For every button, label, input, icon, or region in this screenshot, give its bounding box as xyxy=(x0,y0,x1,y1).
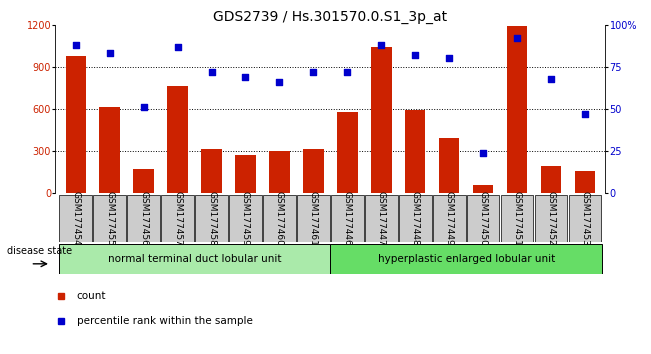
Bar xyxy=(133,169,154,193)
Bar xyxy=(433,195,465,242)
Bar xyxy=(195,195,228,242)
Bar xyxy=(501,195,533,242)
Text: GSM177454: GSM177454 xyxy=(71,191,80,246)
Text: GSM177455: GSM177455 xyxy=(105,191,114,246)
Point xyxy=(444,56,454,61)
Text: GSM177456: GSM177456 xyxy=(139,191,148,246)
Bar xyxy=(569,195,602,242)
Point xyxy=(240,74,251,80)
Text: GSM177460: GSM177460 xyxy=(275,191,284,246)
Bar xyxy=(100,108,120,193)
Bar xyxy=(167,86,187,193)
Text: GSM177458: GSM177458 xyxy=(207,191,216,246)
Bar xyxy=(473,184,493,193)
Bar xyxy=(330,244,602,274)
Bar xyxy=(365,195,398,242)
Bar xyxy=(270,151,290,193)
Bar xyxy=(59,195,92,242)
Point xyxy=(70,42,81,48)
Point xyxy=(342,69,353,75)
Bar xyxy=(235,155,256,193)
Point xyxy=(173,44,183,50)
Point xyxy=(512,35,522,41)
Bar xyxy=(128,195,160,242)
Text: GSM177461: GSM177461 xyxy=(309,191,318,246)
Bar xyxy=(439,138,460,193)
Title: GDS2739 / Hs.301570.0.S1_3p_at: GDS2739 / Hs.301570.0.S1_3p_at xyxy=(214,10,447,24)
Text: GSM177448: GSM177448 xyxy=(411,191,420,246)
Text: GSM177450: GSM177450 xyxy=(478,191,488,246)
Text: GSM177459: GSM177459 xyxy=(241,191,250,246)
Point xyxy=(308,69,318,75)
Point xyxy=(104,51,115,56)
Point xyxy=(274,79,284,85)
Point xyxy=(410,52,421,58)
Bar xyxy=(161,195,194,242)
Bar xyxy=(59,244,330,274)
Bar xyxy=(229,195,262,242)
Point xyxy=(546,76,557,81)
Bar xyxy=(263,195,296,242)
Text: GSM177457: GSM177457 xyxy=(173,191,182,246)
Text: GSM177451: GSM177451 xyxy=(512,191,521,246)
Bar xyxy=(371,47,391,193)
Text: GSM177446: GSM177446 xyxy=(343,191,352,246)
Text: normal terminal duct lobular unit: normal terminal duct lobular unit xyxy=(108,254,281,264)
Bar xyxy=(467,195,499,242)
Bar xyxy=(66,56,86,193)
Point xyxy=(206,69,217,75)
Bar xyxy=(405,110,426,193)
Bar xyxy=(201,149,222,193)
Bar xyxy=(535,195,568,242)
Bar xyxy=(399,195,432,242)
Point xyxy=(139,104,149,110)
Text: GSM177447: GSM177447 xyxy=(377,191,386,246)
Text: percentile rank within the sample: percentile rank within the sample xyxy=(77,316,253,326)
Text: disease state: disease state xyxy=(7,246,72,256)
Bar xyxy=(297,195,329,242)
Text: GSM177452: GSM177452 xyxy=(547,191,555,246)
Bar xyxy=(331,195,364,242)
Point xyxy=(376,42,387,48)
Point xyxy=(478,150,488,155)
Bar xyxy=(303,149,324,193)
Bar xyxy=(93,195,126,242)
Text: count: count xyxy=(77,291,106,301)
Text: GSM177453: GSM177453 xyxy=(581,191,590,246)
Point xyxy=(580,111,590,117)
Text: GSM177449: GSM177449 xyxy=(445,191,454,246)
Text: hyperplastic enlarged lobular unit: hyperplastic enlarged lobular unit xyxy=(378,254,555,264)
Bar xyxy=(507,26,527,193)
Bar xyxy=(575,171,595,193)
Bar xyxy=(337,112,357,193)
Bar xyxy=(541,166,561,193)
